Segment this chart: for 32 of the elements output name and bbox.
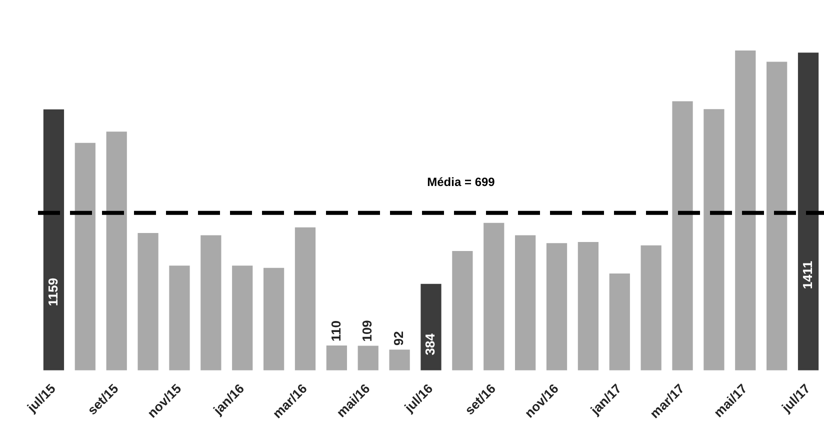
bar	[200, 235, 222, 370]
bar	[735, 50, 756, 370]
bar	[672, 101, 693, 370]
bar	[294, 227, 316, 370]
bar	[138, 232, 158, 370]
bar	[74, 142, 96, 370]
bar	[326, 346, 347, 370]
bar	[578, 242, 599, 370]
bar	[358, 346, 378, 370]
bar	[420, 284, 442, 370]
bar	[704, 109, 724, 370]
data-label: 92	[391, 331, 406, 346]
bar	[798, 52, 819, 370]
data-label: 110	[328, 320, 344, 342]
bar	[43, 109, 64, 370]
ref-line-label: Média = 699	[427, 175, 496, 190]
bar	[232, 266, 253, 370]
bar	[389, 350, 410, 370]
bar	[640, 245, 662, 370]
bar	[263, 268, 284, 370]
data-label: 384	[422, 332, 438, 356]
bar	[106, 132, 127, 370]
bar	[766, 62, 788, 370]
bar	[546, 243, 568, 370]
bar	[515, 235, 536, 370]
data-label: 1159	[45, 278, 60, 306]
bar	[484, 222, 504, 370]
bar	[452, 250, 473, 370]
bar	[169, 266, 190, 370]
data-label: 109	[360, 320, 375, 342]
data-label: 1411	[800, 260, 815, 290]
bar	[609, 273, 630, 370]
